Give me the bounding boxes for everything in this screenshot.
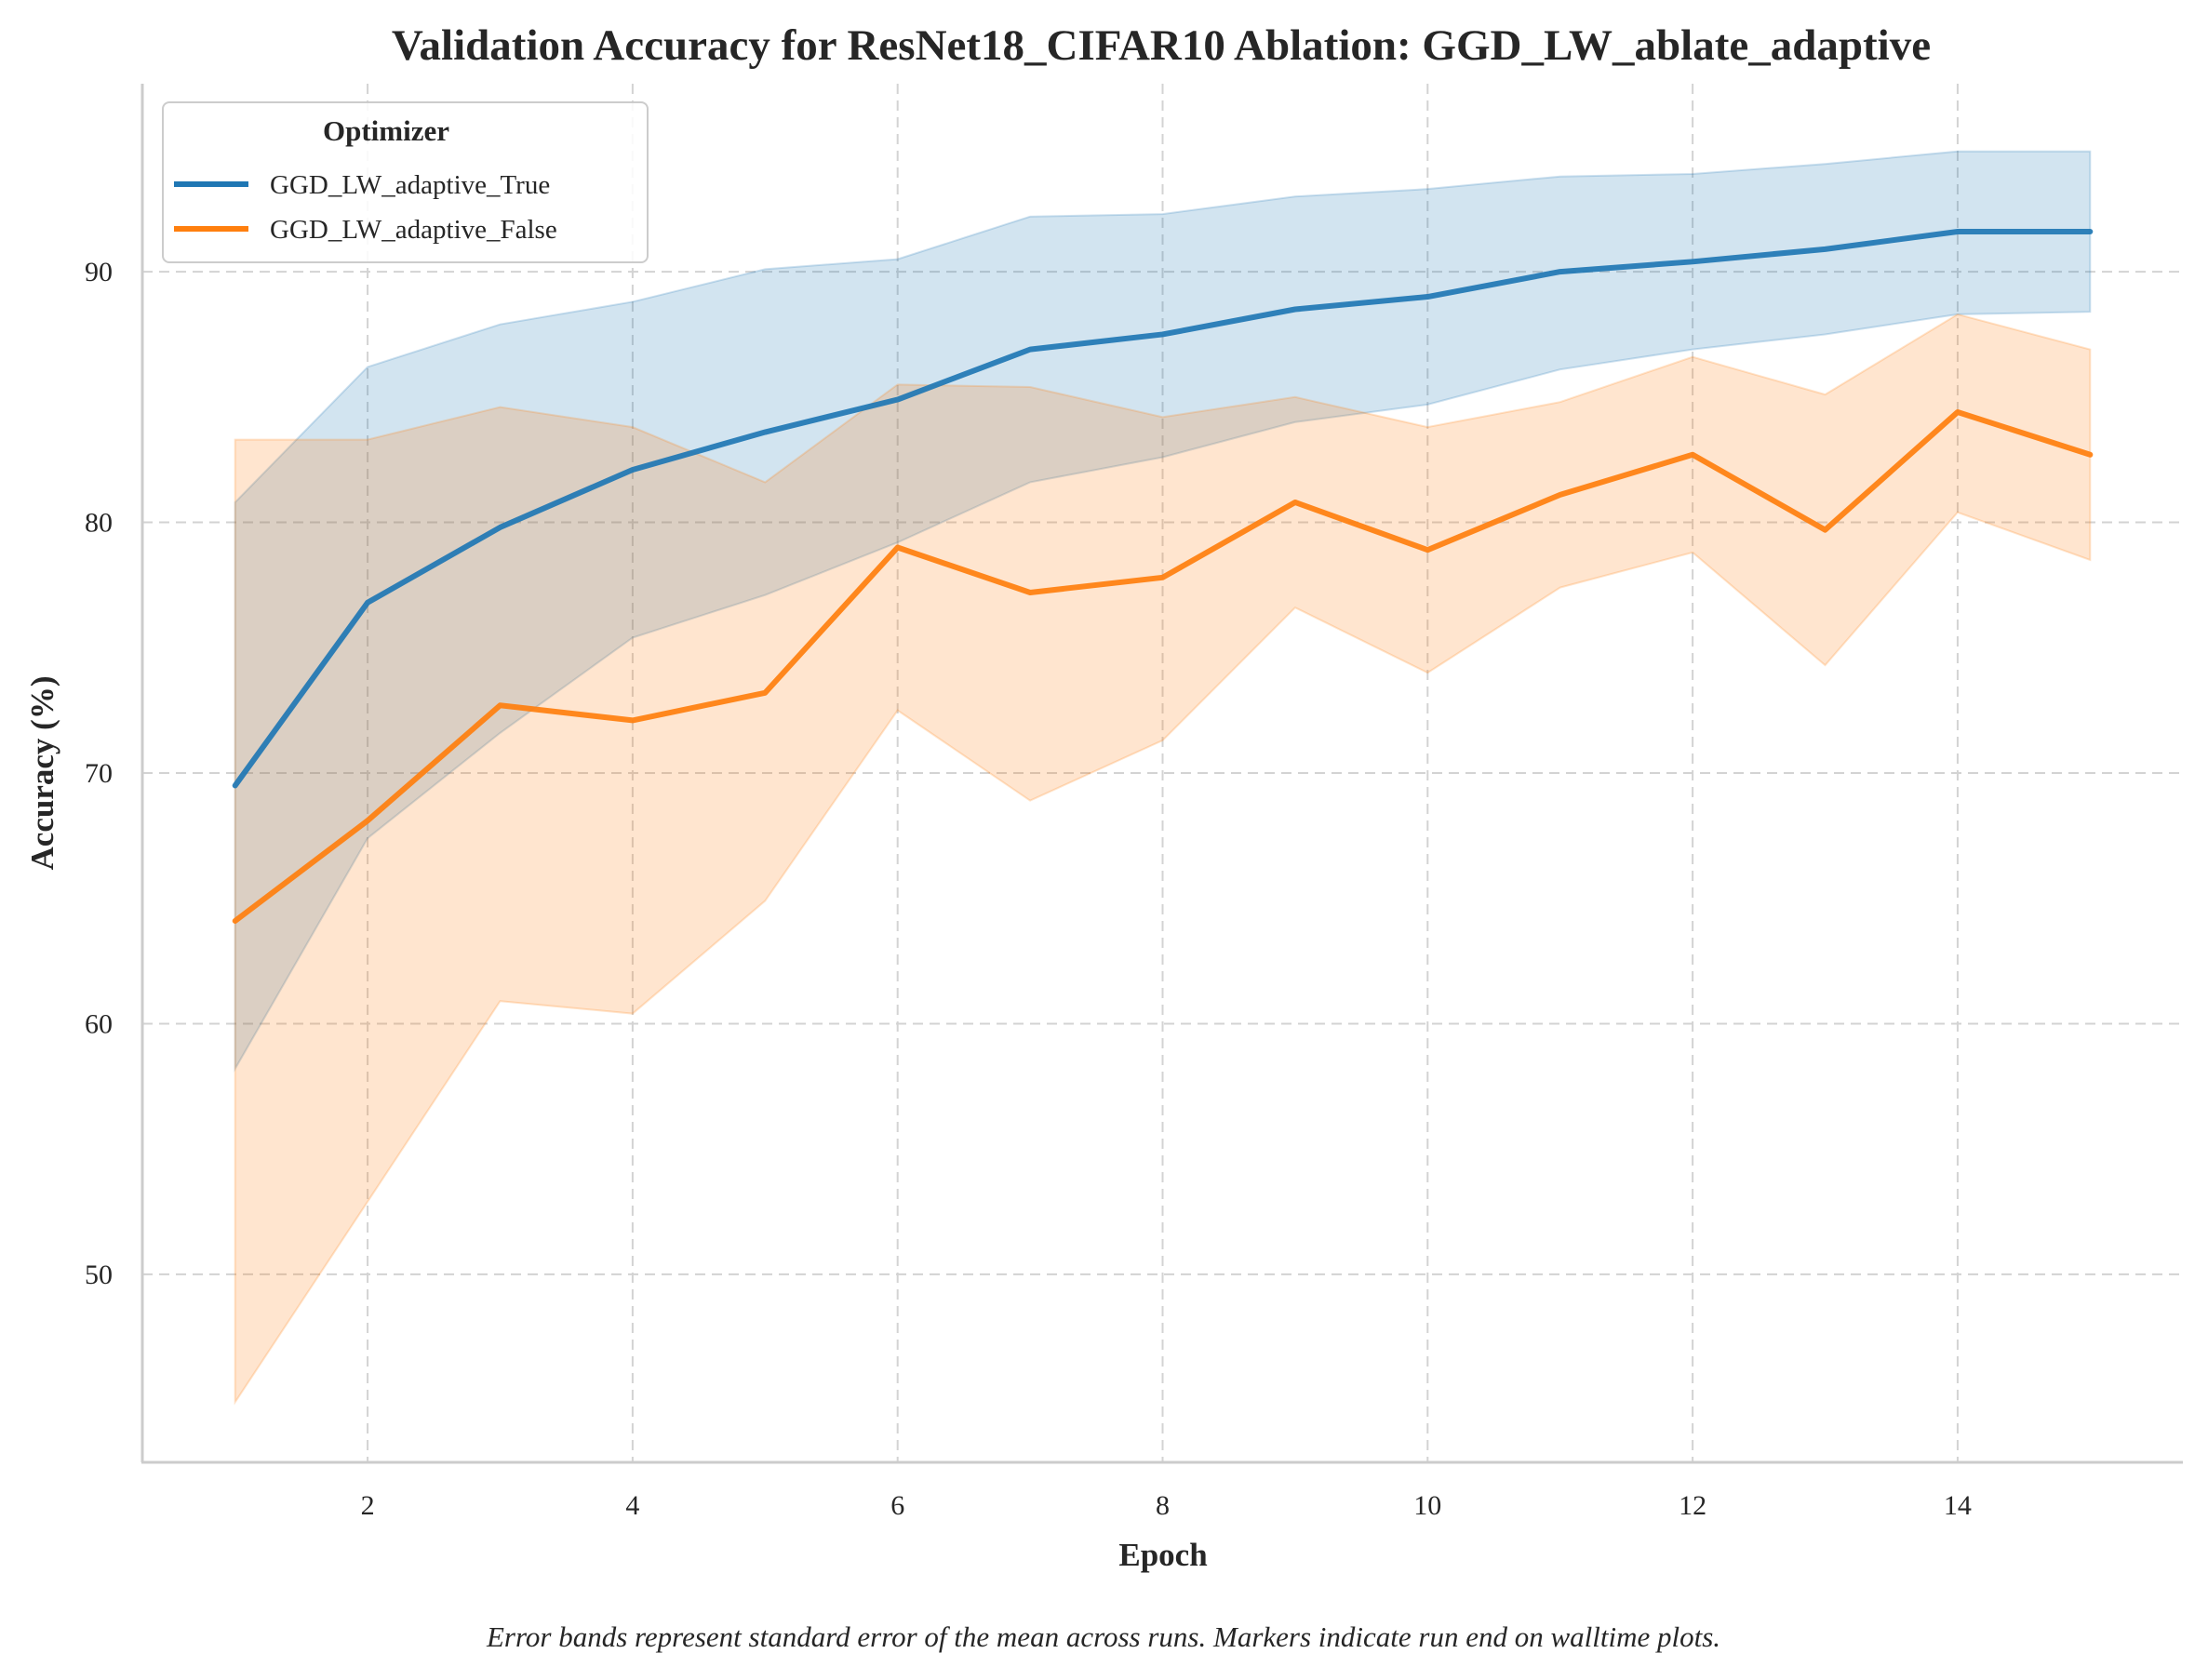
x-tick-labels: 2 4 6 8 10 12 14 xyxy=(361,1490,1972,1521)
x-tick-label: 2 xyxy=(361,1490,375,1521)
x-tick-label: 14 xyxy=(1944,1490,1972,1521)
grid xyxy=(142,84,2183,1462)
legend-label-false: GGD_LW_adaptive_False xyxy=(270,215,557,245)
y-tick-label: 60 xyxy=(85,1008,113,1039)
error-band-0 xyxy=(234,150,2092,1073)
chart-title: Validation Accuracy for ResNet18_CIFAR10… xyxy=(392,21,1931,70)
y-tick-labels: 50 60 70 80 90 xyxy=(85,257,113,1290)
series-lines xyxy=(232,228,2094,924)
x-tick-label: 8 xyxy=(1156,1490,1170,1521)
legend-box xyxy=(162,101,649,263)
y-tick-label: 50 xyxy=(85,1260,113,1290)
caption: Error bands represent standard error of … xyxy=(486,1620,1720,1653)
x-tick-label: 4 xyxy=(625,1490,639,1521)
error-band-1 xyxy=(234,313,2092,1406)
x-tick-label: 10 xyxy=(1413,1490,1441,1521)
series-line-1 xyxy=(232,408,2094,924)
x-tick-label: 12 xyxy=(1679,1490,1706,1521)
y-tick-label: 90 xyxy=(85,257,113,287)
legend-label-true: GGD_LW_adaptive_True xyxy=(270,170,550,200)
error-bands xyxy=(234,150,2092,1406)
x-tick-label: 6 xyxy=(890,1490,904,1521)
y-tick-label: 80 xyxy=(85,508,113,539)
legend-title: Optimizer xyxy=(323,114,449,147)
x-axis-label: Epoch xyxy=(1118,1537,1207,1573)
series-line-0 xyxy=(232,228,2094,789)
y-tick-label: 70 xyxy=(85,758,113,789)
y-axis-label: Accuracy (%) xyxy=(24,676,60,871)
legend: Optimizer GGD_LW_adaptive_True GGD_LW_ad… xyxy=(162,101,649,263)
